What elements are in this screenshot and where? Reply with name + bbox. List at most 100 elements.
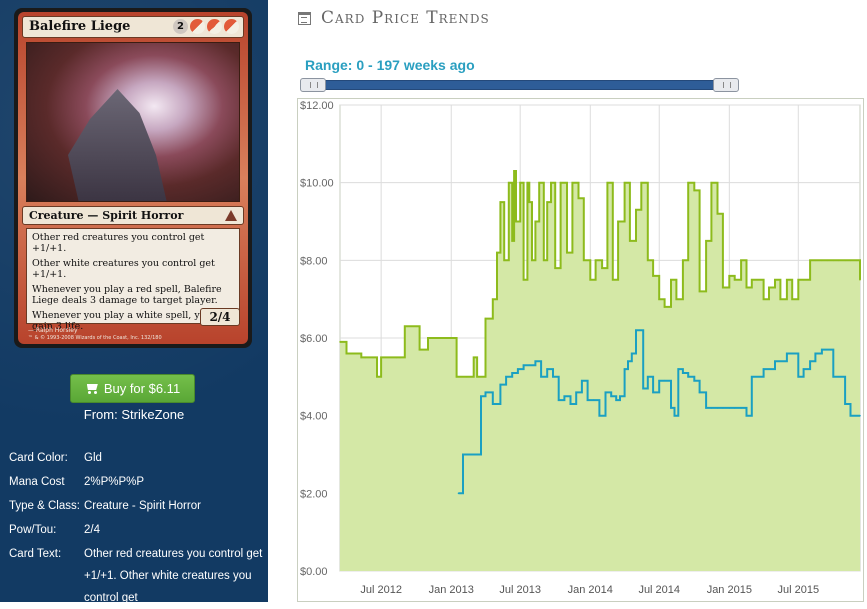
data-point-blue [610, 395, 612, 398]
data-point-green [826, 259, 828, 262]
data-point-blue [569, 403, 572, 405]
data-point-green [399, 356, 401, 359]
data-point-blue [658, 379, 660, 382]
set-symbol-icon [225, 210, 237, 221]
data-point-green [698, 290, 701, 293]
data-point-green [658, 298, 660, 300]
x-tick-label: Jul 2015 [777, 584, 819, 596]
buy-button-label: Buy for $6.11 [103, 381, 181, 396]
data-point-green [675, 298, 678, 300]
data-point-green [606, 181, 609, 184]
data-point-blue [642, 387, 644, 390]
data-point-blue [745, 414, 748, 417]
buy-button[interactable]: Buy for $6.11 [70, 374, 195, 403]
price-chart-svg: $0.00 $2.00 $4.00 $6.00 $8.00 $10.00 $12.00 Jul… [300, 100, 861, 596]
data-point-green [710, 181, 713, 184]
data-point-blue [673, 414, 676, 417]
data-point-green [531, 259, 533, 262]
data-point-green [745, 286, 748, 289]
data-point-green [687, 181, 689, 184]
x-tick-label: Jul 2012 [360, 584, 402, 596]
data-point-green [617, 220, 619, 223]
calendar-icon [298, 11, 311, 25]
detail-label: Card Text: [9, 548, 62, 560]
data-point-green [376, 376, 378, 378]
data-point-blue [774, 360, 776, 363]
y-tick-label: $0.00 [300, 566, 328, 578]
data-point-blue [663, 379, 666, 382]
detail-value: Creature - Spirit Horror [84, 500, 201, 512]
data-point-green [623, 181, 626, 184]
data-point-blue [557, 399, 560, 401]
data-point-green [612, 279, 614, 281]
detail-label: Pow/Tou: [9, 524, 57, 536]
detail-value: Other red creatures you control get +1/+… [84, 548, 263, 604]
data-point-green [589, 279, 592, 281]
data-point-blue [492, 403, 494, 405]
data-point-green [546, 201, 548, 203]
data-point-green [484, 317, 487, 320]
data-point-green [513, 170, 515, 172]
range-slider-handle-min[interactable] [300, 78, 326, 92]
data-point-green [832, 259, 835, 262]
data-point-green [647, 259, 649, 262]
card-rule: Whenever you play a red spell, Balefire … [32, 284, 222, 306]
data-point-green [635, 209, 637, 211]
data-point-green [601, 267, 603, 269]
data-point-blue [534, 360, 537, 363]
card-type-line: Creature — Spirit Horror [29, 209, 184, 222]
data-point-green [427, 337, 429, 339]
data-point-blue [638, 329, 641, 331]
data-point-blue [619, 395, 621, 398]
data-point-green [859, 279, 861, 281]
data-point-green [364, 356, 366, 359]
card-artist: — Ralph Horsley [28, 327, 78, 334]
data-point-blue [511, 372, 513, 374]
card-power-toughness: 2/4 [200, 308, 240, 326]
card-sidebar: Balefire Liege 2 Creature — Spirit Horro… [0, 0, 268, 604]
data-point-green [339, 341, 341, 343]
range-slider-handle-max[interactable] [713, 78, 739, 92]
card-art [26, 42, 240, 202]
data-point-blue [517, 368, 519, 370]
x-tick-label: Jan 2015 [707, 584, 752, 596]
data-point-green [372, 356, 374, 359]
data-point-green [802, 279, 805, 281]
data-point-green [503, 259, 505, 262]
data-point-blue [604, 391, 607, 394]
x-tick-label: Jul 2014 [638, 584, 680, 596]
data-point-green [652, 275, 654, 277]
data-point-green [522, 279, 525, 281]
data-point-green [395, 356, 398, 359]
section-title: Card Price Trends [321, 8, 490, 28]
card-rule: Whenever you play a white spell, you gai… [32, 310, 212, 332]
data-point-green [663, 306, 666, 308]
data-point-green [849, 259, 852, 262]
data-point-blue [832, 376, 835, 378]
y-tick-label: $8.00 [300, 255, 328, 267]
data-point-blue [786, 352, 788, 355]
data-point-green [559, 181, 562, 184]
data-point-blue [581, 379, 583, 382]
mana-symbol: 2 [173, 19, 188, 34]
data-point-green [543, 259, 545, 262]
card-rule: Other white creatures you control get +1… [32, 258, 215, 280]
range-slider[interactable] [300, 78, 739, 92]
data-point-blue [484, 391, 487, 394]
y-tick-label: $2.00 [300, 488, 328, 500]
card-art-rock [68, 89, 167, 201]
data-point-green [528, 201, 531, 203]
range-slider-track[interactable] [300, 80, 739, 90]
data-point-green [469, 376, 472, 378]
data-point-blue [698, 391, 701, 394]
mana-symbol-hybrid-icon [190, 19, 205, 34]
card-text-box: Other red creatures you control get +1/+… [26, 228, 240, 332]
data-point-blue [647, 376, 649, 378]
data-point-green [837, 259, 840, 262]
data-point-green [844, 259, 846, 262]
card-rule: Other red creatures you control get +1/+… [32, 232, 205, 254]
data-point-blue [522, 364, 525, 367]
series-area-green [340, 171, 860, 571]
data-point-blue [716, 407, 719, 409]
card-frame: Balefire Liege 2 Creature — Spirit Horro… [18, 12, 248, 344]
